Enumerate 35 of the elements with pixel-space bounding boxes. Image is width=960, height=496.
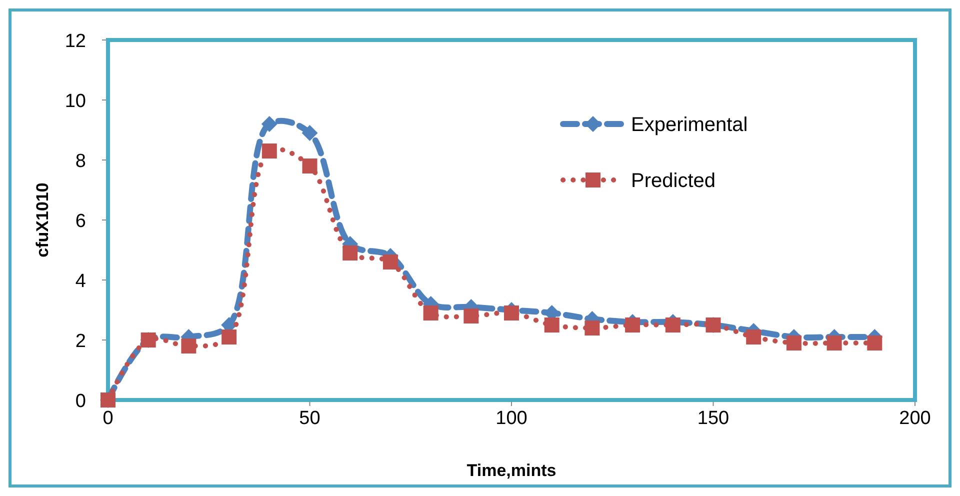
y-tick-label: 10 (64, 91, 86, 112)
y-tick-label: 0 (75, 391, 86, 412)
point (302, 125, 318, 141)
y-tick-label: 2 (75, 331, 86, 352)
point (423, 306, 438, 320)
point (181, 338, 196, 354)
point (342, 246, 358, 260)
point (786, 336, 802, 350)
point (382, 254, 398, 270)
point (504, 306, 519, 320)
point (262, 144, 277, 158)
point (302, 158, 318, 174)
x-tick-label: 100 (496, 408, 528, 429)
x-tick-label: 50 (299, 408, 320, 429)
point (544, 318, 560, 332)
point (826, 336, 842, 350)
legend-label: Predicted (631, 170, 716, 192)
point (746, 330, 762, 344)
y-tick-label: 4 (75, 271, 86, 292)
point (222, 330, 237, 344)
point (665, 318, 680, 332)
x-tick-label: 200 (899, 408, 931, 429)
y-tick-label: 8 (75, 151, 86, 172)
point (464, 308, 479, 324)
legend-label: Experimental (631, 114, 748, 136)
point (625, 318, 640, 332)
y-tick-label: 6 (75, 211, 86, 232)
point (261, 116, 278, 132)
x-tick-label: 0 (102, 408, 114, 429)
y-axis-title: cfuX1010 (33, 182, 52, 258)
x-axis-title: Time,mints (466, 461, 556, 480)
point (867, 336, 882, 350)
point (584, 320, 600, 336)
x-tick-label: 150 (697, 408, 730, 429)
y-tick-label: 12 (64, 31, 86, 52)
